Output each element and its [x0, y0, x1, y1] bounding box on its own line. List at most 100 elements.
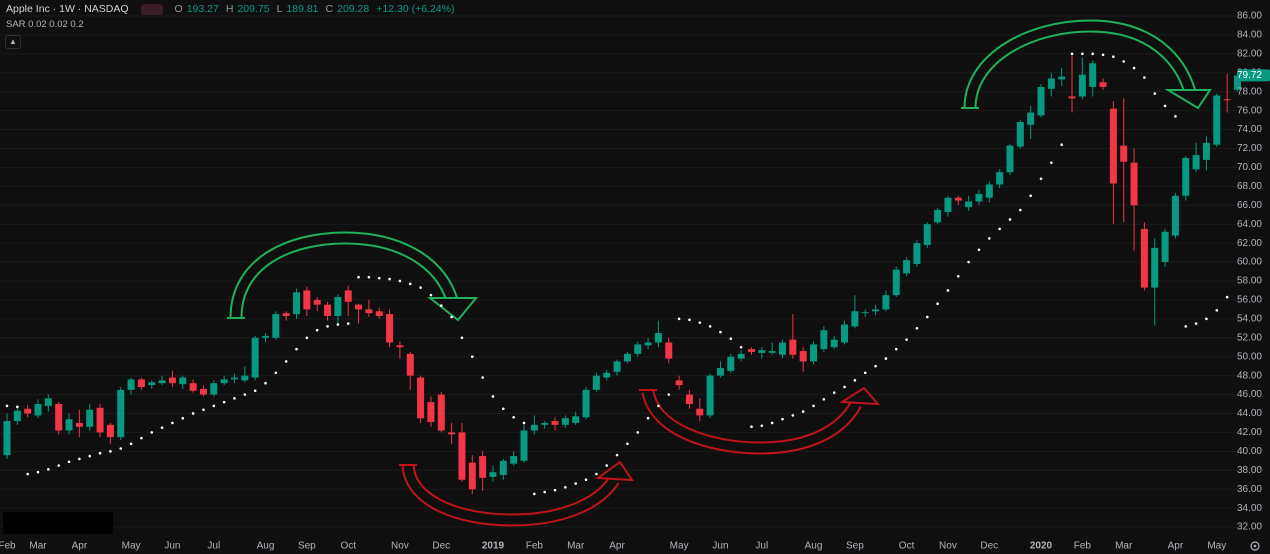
candle-body	[975, 193, 983, 202]
sar-dot	[832, 391, 836, 394]
sar-dot	[822, 397, 826, 401]
candle-body	[747, 349, 755, 352]
candle-body	[810, 344, 818, 362]
candle-body	[199, 388, 207, 395]
sar-dot	[129, 442, 133, 446]
sar-dot	[1205, 317, 1208, 321]
x-tick-label: Feb	[526, 541, 544, 552]
candle-body	[272, 314, 280, 338]
candle-body	[437, 394, 445, 431]
y-tick-label: 60.00	[1237, 257, 1262, 268]
ohlc-label: C	[325, 3, 334, 15]
candle-body	[3, 421, 11, 456]
sar-dot	[626, 442, 629, 446]
last-price-label: 79.72	[1237, 70, 1262, 81]
badge[interactable]	[140, 3, 163, 15]
candle-body	[1140, 228, 1148, 288]
candle-body	[313, 299, 321, 305]
sar-dot	[408, 282, 412, 286]
candle-body	[934, 210, 942, 223]
sar-dot	[1184, 325, 1188, 328]
sar-dot	[801, 410, 805, 413]
candle-body	[913, 243, 921, 264]
candle-body	[520, 430, 528, 461]
sar-dot	[1039, 177, 1043, 181]
y-tick-label: 68.00	[1237, 181, 1262, 192]
candle-body	[55, 404, 63, 431]
sar-dot	[657, 404, 660, 408]
candle-body	[685, 394, 693, 405]
x-tick-label: Dec	[980, 541, 998, 552]
sar-dot	[274, 371, 278, 375]
candle-body	[654, 333, 662, 343]
sar-dot	[357, 275, 360, 279]
candle-body	[634, 344, 642, 354]
plot	[3, 52, 1241, 496]
candle-body	[1130, 162, 1138, 206]
annotations	[227, 19, 1212, 527]
sar-dot	[388, 277, 391, 281]
sar-dot	[574, 482, 577, 485]
collapse-button[interactable]: ▲	[5, 35, 21, 49]
sar-dot	[605, 464, 609, 467]
sar-dot	[222, 400, 226, 404]
ohlc-label: H	[225, 3, 234, 15]
redacted-box	[3, 512, 113, 534]
candle-body	[334, 297, 342, 317]
indicator-label: SAR 0.02 0.02 0.2	[6, 19, 84, 30]
green-arrow	[227, 231, 479, 322]
candle-body	[716, 368, 724, 376]
sar-dot	[863, 371, 867, 375]
sar-dot	[967, 260, 970, 264]
red-arrow	[639, 386, 881, 455]
candle-body	[168, 377, 176, 384]
candle-body	[551, 421, 559, 425]
sar-dot	[326, 325, 329, 328]
sar-dot	[202, 408, 205, 411]
candle-body	[96, 407, 104, 433]
x-tick-label: Feb	[1074, 541, 1092, 552]
sar-dot	[584, 478, 588, 482]
grid	[0, 15, 1238, 528]
candle-body	[468, 462, 476, 490]
sar-dot	[770, 421, 774, 425]
candle-body	[1078, 74, 1086, 97]
y-tick-label: 84.00	[1237, 30, 1262, 41]
candle-body	[44, 398, 52, 406]
candle-body	[789, 339, 797, 355]
sar-dot	[998, 227, 1001, 231]
candle-body	[1151, 247, 1159, 288]
candle-body	[65, 419, 73, 431]
candle-body	[24, 408, 32, 414]
sar-dot	[1091, 52, 1094, 56]
ohlc-value: 193.27	[186, 3, 219, 15]
candle-body	[489, 472, 497, 477]
sar-dot	[253, 389, 257, 393]
candle-body	[427, 402, 435, 422]
y-tick-label: 86.00	[1237, 11, 1262, 22]
sar-dot	[295, 347, 298, 351]
sar-dot	[171, 421, 174, 425]
candle-body	[944, 197, 952, 212]
candle-body	[727, 356, 735, 371]
sar-dot	[119, 447, 123, 450]
axes: 32.00 34.00 36.00 38.00 40.00 42.00 44.00 46.00…	[0, 11, 1270, 552]
sar-dot	[708, 325, 712, 328]
x-tick-label: Jun	[164, 541, 180, 552]
candle-body	[282, 313, 290, 317]
y-tick-label: 40.00	[1237, 446, 1262, 457]
sar-dot	[1029, 194, 1032, 198]
settings-icon[interactable]	[1250, 541, 1260, 551]
candle-body	[365, 309, 373, 314]
candle-body	[1223, 99, 1231, 101]
sar-dot	[946, 289, 950, 292]
candle-body	[768, 351, 776, 353]
candle-body	[851, 311, 859, 327]
sar-dot	[553, 488, 557, 492]
candle-body	[613, 361, 621, 372]
sar-dot	[1132, 66, 1136, 70]
sar-dot	[398, 279, 402, 283]
x-tick-label: Oct	[340, 541, 356, 552]
candle-body	[13, 410, 21, 422]
y-tick-label: 32.00	[1237, 522, 1262, 533]
